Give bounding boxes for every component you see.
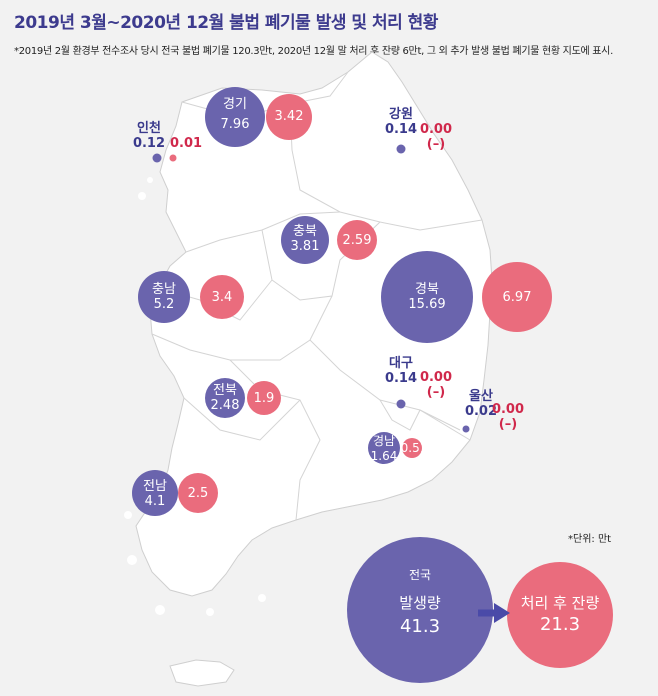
national-remaining-bubble: [507, 562, 613, 668]
national-region-name: 전국: [408, 568, 432, 582]
jeonbuk-remaining-bubble: [247, 381, 281, 415]
page-title: 2019년 3월~2020년 12월 불법 폐기물 발생 및 처리 현황: [14, 13, 438, 33]
jeonbuk-generated-bubble: [205, 378, 245, 418]
region-name: 경기: [223, 97, 247, 112]
national-generated-label: 전국 발생량 41.3: [370, 568, 470, 637]
remaining-value: 0.00: [419, 370, 453, 385]
island: [124, 511, 132, 519]
generated-value: 0.02: [464, 404, 498, 419]
national-remaining-label: 처리 후 잔량 21.3: [505, 594, 615, 635]
gangwon-generated-dot: [396, 144, 406, 154]
daegu-label: 대구 0.14: [384, 356, 418, 386]
island: [127, 555, 137, 565]
unit-note: *단위: 만t: [568, 534, 612, 545]
daegu-generated-dot: [396, 399, 406, 409]
region-name: 전남: [143, 479, 167, 494]
gyeonggi-remaining-bubble: [266, 94, 312, 140]
region-name: 강원: [389, 107, 413, 122]
remaining-value: 21.3: [539, 614, 581, 635]
daegu-remaining-label: 0.00 (–): [418, 370, 454, 400]
remaining-title: 처리 후 잔량: [520, 594, 600, 612]
generated-value: 0.12: [132, 136, 166, 151]
generated-title: 발생량: [399, 594, 441, 612]
generated-value: 41.3: [399, 616, 441, 637]
region-name: 경북: [415, 282, 439, 297]
gyeongnam-generated-bubble: [368, 432, 400, 464]
incheon-remaining-label: 0.01: [170, 136, 203, 151]
generated-value: 7.96: [220, 117, 250, 132]
region-name: 충남: [152, 282, 176, 297]
ulsan-generated-dot: [462, 425, 470, 433]
island: [206, 608, 214, 616]
gyeongbuk-remaining-bubble: [482, 262, 552, 332]
chungnam-remaining-bubble: [200, 275, 244, 319]
remaining-sub: (–): [426, 385, 446, 400]
region-name: 전북: [213, 383, 237, 398]
jeonnam-remaining-label: 2.5: [187, 486, 209, 501]
jeonnam-generated-bubble: [132, 470, 178, 516]
island: [155, 605, 165, 615]
island: [138, 192, 146, 200]
remaining-value: 0.00: [419, 122, 453, 137]
gyeonggi-remaining-label: 3.42: [274, 109, 304, 124]
island: [258, 594, 266, 602]
gangwon-remaining-label: 0.00 (–): [418, 122, 454, 152]
generated-value: 3.81: [290, 239, 320, 254]
chungbuk-remaining-bubble: [337, 220, 377, 260]
remaining-sub: (–): [426, 137, 446, 152]
remaining-value: 0.00: [491, 402, 525, 417]
generated-value: 1.64: [370, 449, 398, 463]
gyeonggi-generated-bubble: [205, 87, 265, 147]
generated-value: 2.48: [210, 398, 240, 413]
gyeongbuk-generated-label: 경북 15.69: [395, 282, 459, 312]
ulsan-remaining-label: 0.00 (–): [490, 402, 526, 432]
region-name: 대구: [389, 356, 413, 371]
generated-value: 0.14: [384, 122, 418, 137]
gyeongbuk-remaining-label: 6.97: [502, 290, 532, 305]
gyeonggi-generated-label: 경기 7.96: [205, 97, 265, 132]
region-name: 경남: [372, 434, 396, 448]
arrow-head: [494, 603, 510, 623]
jeonbuk-remaining-label: 1.9: [253, 391, 275, 406]
national-generated-bubble: [347, 537, 493, 683]
source-note: *2019년 2월 환경부 전수조사 당시 전국 불법 폐기물 120.3만t,…: [14, 46, 613, 57]
ulsan-label: 울산 0.02: [463, 389, 499, 419]
chungnam-generated-bubble: [138, 271, 190, 323]
island: [147, 177, 153, 183]
region-name: 충북: [293, 224, 317, 239]
jeonnam-generated-label: 전남 4.1: [133, 479, 177, 509]
jeju-island: [169, 659, 235, 687]
chungnam-remaining-label: 3.4: [211, 290, 233, 305]
generated-value: 0.14: [384, 371, 418, 386]
region-name: 인천: [137, 121, 161, 136]
chungbuk-generated-label: 충북 3.81: [280, 224, 330, 254]
region-name: 울산: [469, 389, 493, 404]
generated-value: 4.1: [144, 494, 166, 509]
jeonnam-remaining-bubble: [178, 473, 218, 513]
remaining-sub: (–): [498, 417, 518, 432]
incheon-label: 인천 0.12: [132, 121, 166, 151]
generated-value: 15.69: [408, 297, 446, 312]
gyeongnam-remaining-bubble: [402, 438, 422, 458]
generated-value: 5.2: [153, 297, 175, 312]
chungbuk-generated-bubble: [281, 216, 329, 264]
gyeongnam-generated-label: 경남 1.64: [364, 434, 404, 464]
gyeongnam-remaining-label: 0.51: [400, 441, 428, 455]
gangwon-label: 강원 0.14: [384, 107, 418, 137]
incheon-generated-dot: [152, 153, 162, 163]
incheon-remaining-dot: [169, 154, 177, 162]
gyeongbuk-generated-bubble: [381, 251, 473, 343]
chungbuk-remaining-label: 2.59: [342, 233, 372, 248]
chungnam-generated-label: 충남 5.2: [139, 282, 189, 312]
jeonbuk-generated-label: 전북 2.48: [203, 383, 247, 413]
